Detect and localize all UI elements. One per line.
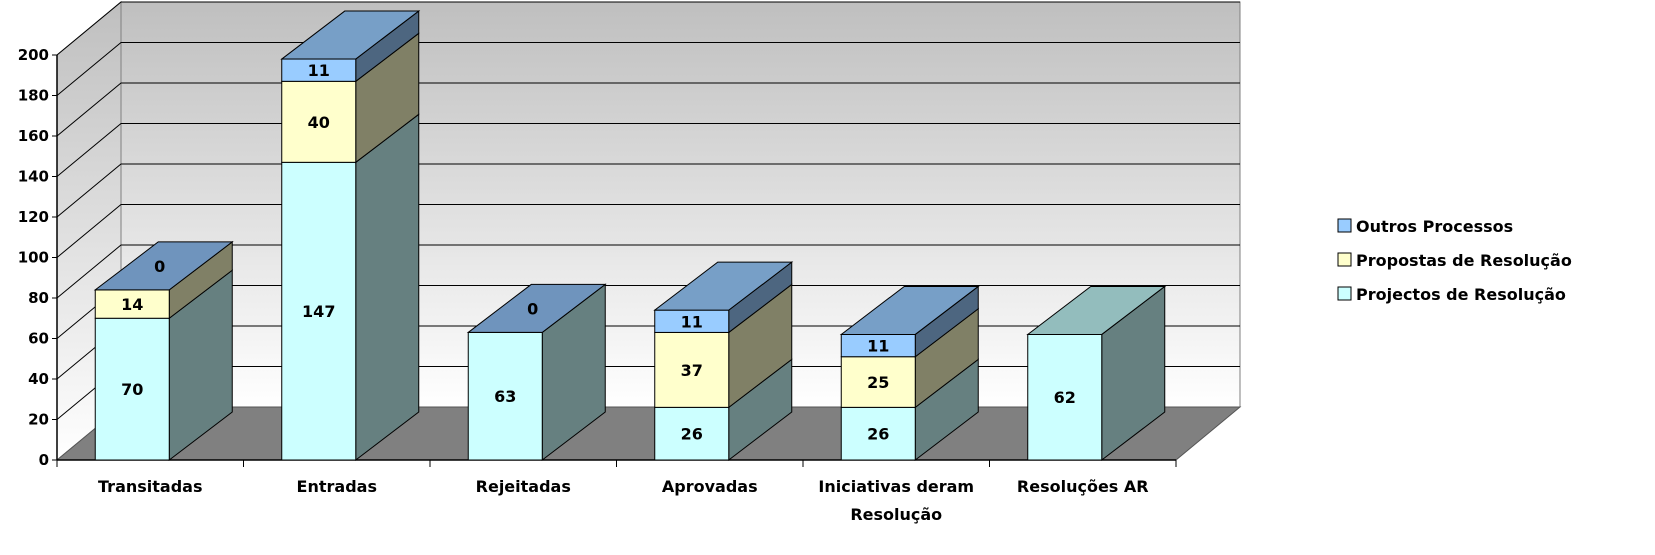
data-label: 11 bbox=[308, 61, 330, 80]
data-label: 70 bbox=[121, 380, 143, 399]
bar-segment-projectos-de-resolucao bbox=[94, 317, 170, 461]
x-category-label: Iniciativas deram bbox=[818, 477, 974, 496]
y-tick-label: 0 bbox=[39, 451, 49, 469]
bar-top-face bbox=[839, 285, 980, 335]
y-tick-label: 200 bbox=[18, 46, 49, 64]
x-category-label: Rejeitadas bbox=[476, 477, 571, 496]
bars: 70 14 0 147 40 11 63 0 26 37 11 26 25 11 62 bbox=[93, 10, 1167, 462]
bar-segment-propostas-de-resolucao bbox=[654, 331, 730, 408]
legend-label-outros-processos: Outros Processos bbox=[1356, 217, 1513, 236]
bar-iniciativas-deram-resolucao: 26 25 11 bbox=[839, 285, 980, 462]
data-label: 62 bbox=[1054, 388, 1076, 407]
gridline bbox=[56, 204, 1240, 258]
data-label: 11 bbox=[867, 337, 889, 356]
data-label: 0 bbox=[527, 299, 538, 318]
gridline bbox=[56, 163, 1240, 218]
gridline bbox=[56, 244, 1240, 299]
y-tick-label: 120 bbox=[18, 208, 49, 226]
gridline bbox=[56, 123, 1240, 177]
x-category-label: Entradas bbox=[297, 477, 377, 496]
bar-top-face bbox=[93, 241, 234, 291]
bar-segment-propostas-de-resolucao bbox=[840, 356, 916, 408]
bar-top-face bbox=[653, 261, 794, 311]
y-tick-label: 40 bbox=[28, 370, 49, 388]
legend-swatch-projectos-de-resolucao bbox=[1337, 286, 1352, 301]
x-category-label: Resolução bbox=[850, 505, 942, 524]
bar-resolucoes-ar: 62 bbox=[1026, 285, 1167, 462]
bar-segment-projectos-de-resolucao bbox=[467, 331, 543, 461]
data-label: 25 bbox=[867, 373, 889, 392]
bar-side-projectos-de-resolucao bbox=[355, 113, 420, 462]
data-label: 11 bbox=[681, 312, 703, 331]
bar-segment-propostas-de-resolucao bbox=[94, 289, 170, 319]
y-tick-label: 100 bbox=[18, 249, 49, 267]
y-tick-label: 60 bbox=[28, 330, 49, 348]
gridline bbox=[56, 1, 1240, 56]
bar-segment-projectos-de-resolucao bbox=[1027, 333, 1103, 461]
y-tick-label: 20 bbox=[28, 411, 49, 429]
data-label: 63 bbox=[494, 387, 516, 406]
y-tick-label: 80 bbox=[28, 289, 49, 307]
y-axis: 0 20 40 60 80 100 120 140 160 180 200 bbox=[18, 46, 58, 469]
gridlines bbox=[56, 1, 1240, 420]
x-category-label: Transitadas bbox=[98, 477, 202, 496]
bar-aprovadas: 26 37 11 bbox=[653, 261, 794, 462]
gridline bbox=[56, 42, 1240, 96]
bar-segment-propostas-de-resolucao bbox=[281, 80, 357, 163]
bar-top-face bbox=[1026, 285, 1167, 335]
bar-segment-projectos-de-resolucao bbox=[654, 406, 730, 461]
legend: Outros Processos Propostas de Resolução Pr… bbox=[1337, 217, 1572, 304]
y-tick-label: 180 bbox=[18, 87, 49, 105]
data-label: 26 bbox=[681, 425, 703, 444]
x-category-label: Resoluções AR bbox=[1017, 477, 1149, 496]
data-label: 37 bbox=[681, 361, 703, 380]
legend-label-propostas-de-resolucao: Propostas de Resolução bbox=[1356, 251, 1572, 270]
bar-rejeitadas: 63 0 bbox=[466, 283, 607, 462]
legend-swatch-outros-processos bbox=[1337, 218, 1352, 233]
legend-swatch-propostas-de-resolucao bbox=[1337, 252, 1352, 267]
legend-label-projectos-de-resolucao: Projectos de Resolução bbox=[1356, 285, 1566, 304]
data-label: 40 bbox=[308, 113, 330, 132]
data-label: 14 bbox=[121, 295, 143, 314]
y-tick-label: 140 bbox=[18, 168, 49, 186]
data-label: 147 bbox=[302, 302, 335, 321]
bar-segment-projectos-de-resolucao bbox=[840, 406, 916, 461]
bar-top-face bbox=[466, 283, 607, 333]
x-category-label: Aprovadas bbox=[662, 477, 758, 496]
bar-segment-projectos-de-resolucao bbox=[281, 161, 357, 461]
y-tick-label: 160 bbox=[18, 127, 49, 145]
data-label: 26 bbox=[867, 425, 889, 444]
x-axis: Transitadas Entradas Rejeitadas Aprovadas In… bbox=[56, 459, 1177, 524]
bar-top-face bbox=[280, 10, 421, 60]
bar-entradas: 147 40 11 bbox=[280, 10, 421, 462]
bar-transitadas: 70 14 0 bbox=[93, 240, 234, 462]
data-label: 0 bbox=[154, 257, 165, 276]
gridline bbox=[56, 82, 1240, 137]
